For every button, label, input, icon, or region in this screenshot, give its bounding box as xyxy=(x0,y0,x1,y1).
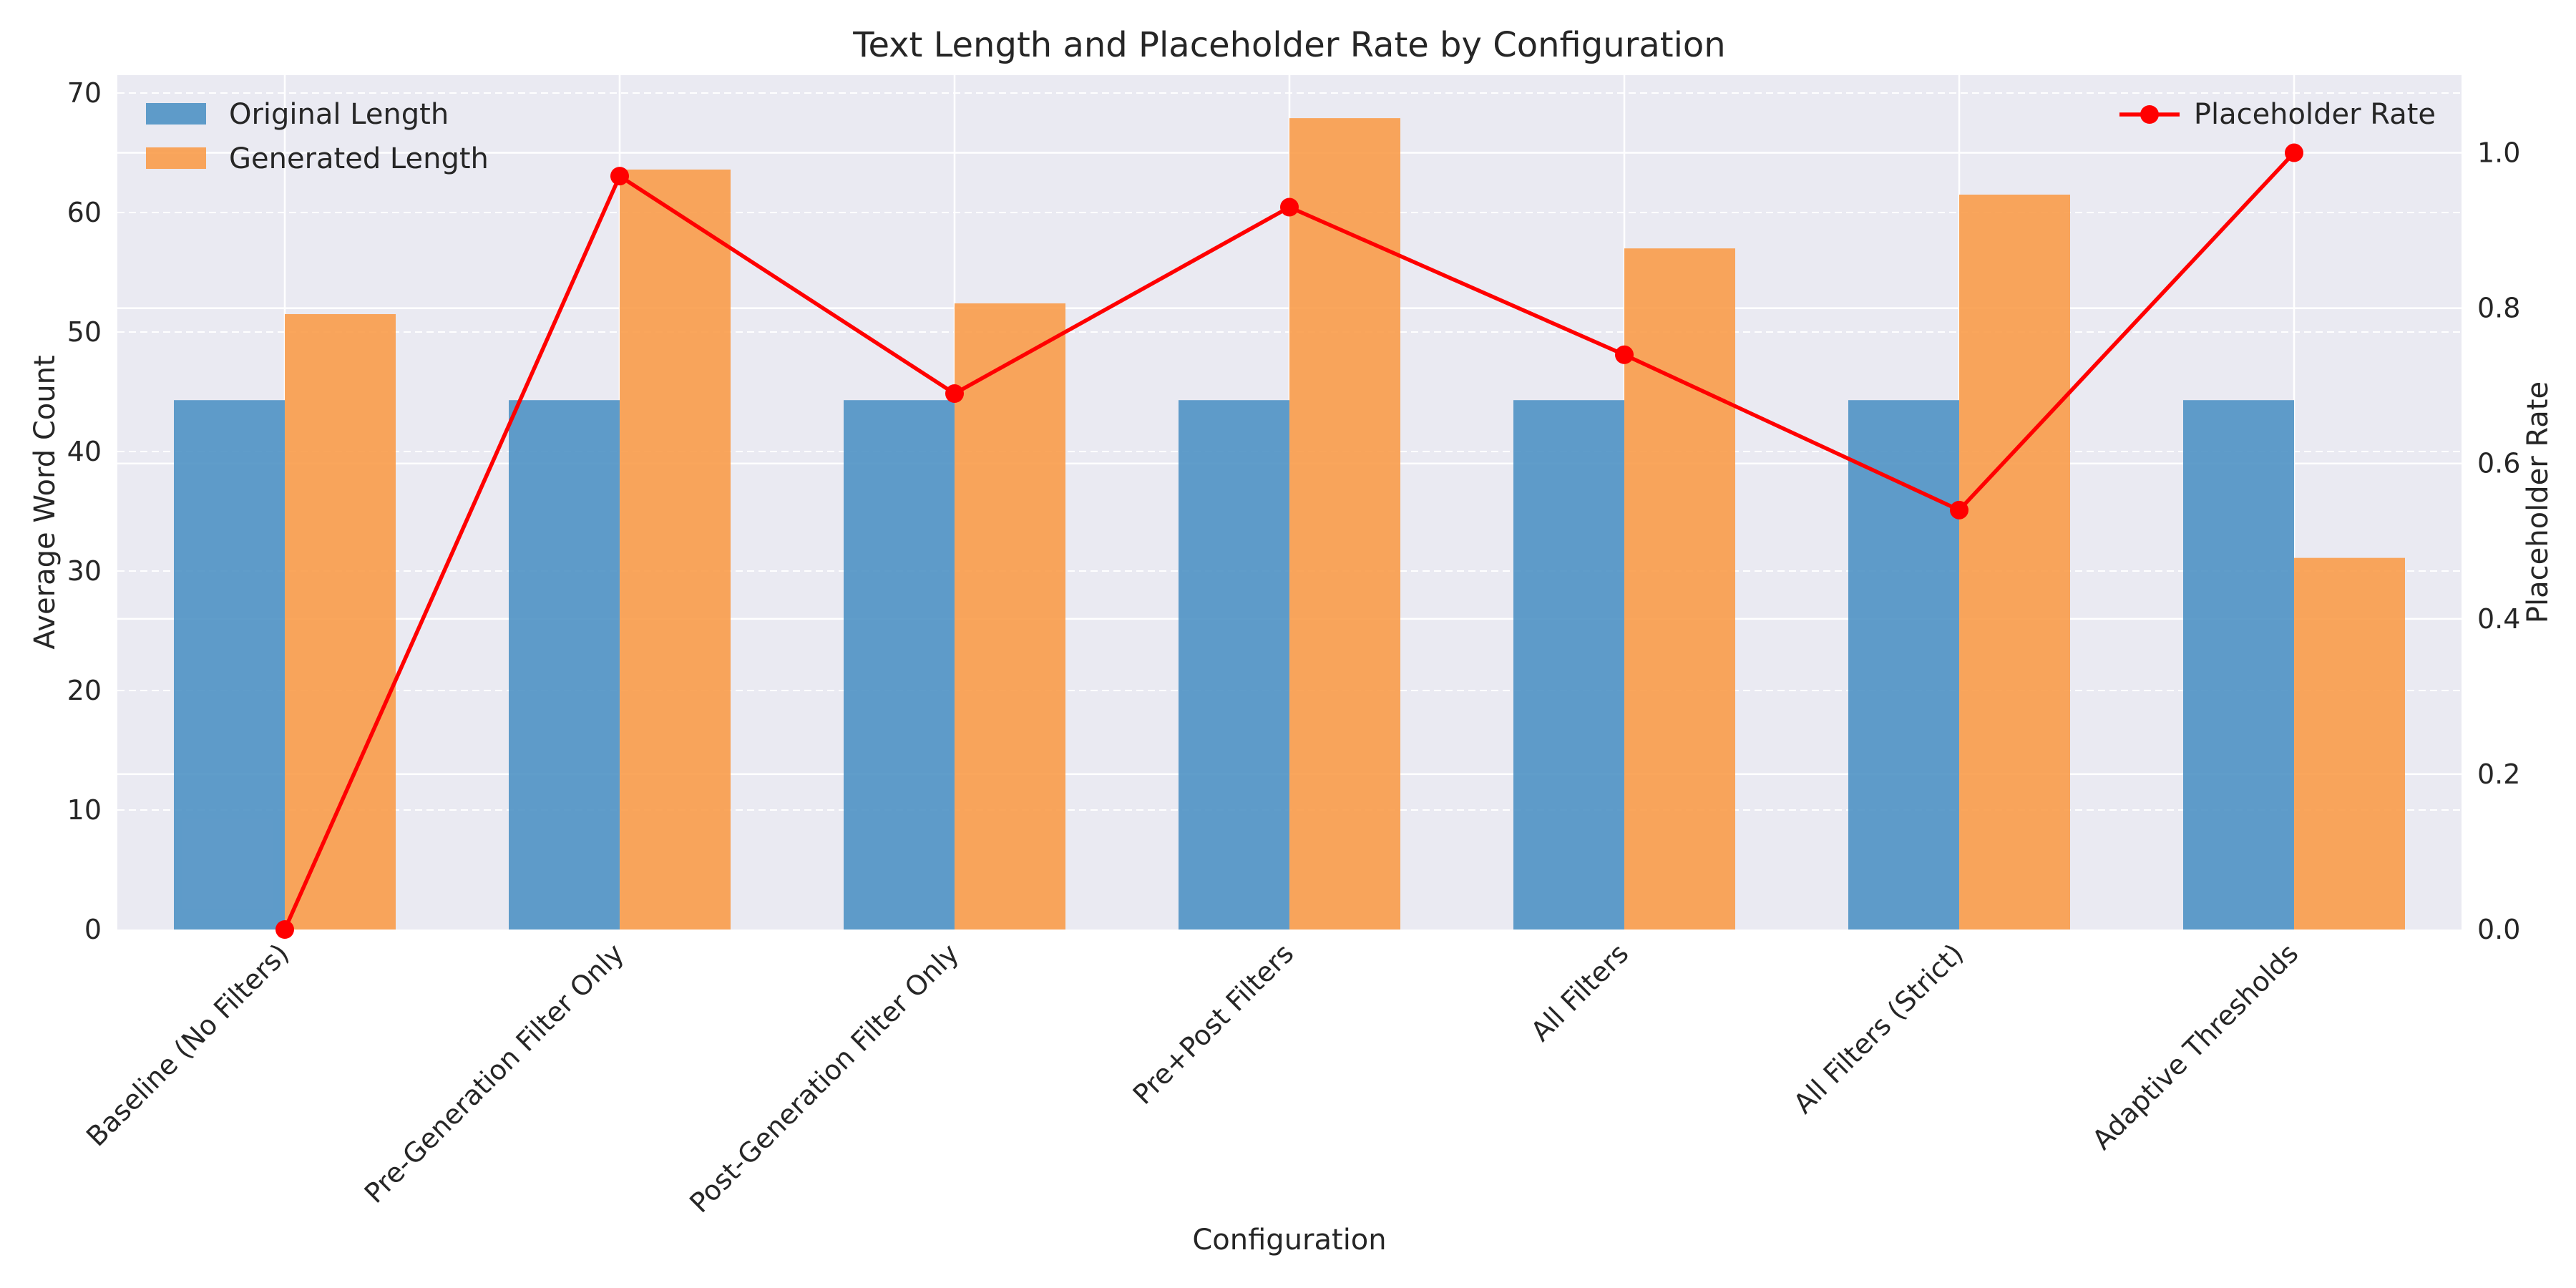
legend-label: Original Length xyxy=(229,98,449,131)
y-tick-label: 50 xyxy=(67,316,102,348)
legend-line: Placeholder Rate xyxy=(2119,98,2436,131)
legend-label: Placeholder Rate xyxy=(2194,98,2436,131)
legend-swatch xyxy=(146,103,206,125)
bar-series-group xyxy=(174,118,2405,930)
bar-original-length xyxy=(509,400,620,930)
bar-original-length xyxy=(1848,400,1959,930)
bar-generated-length xyxy=(1959,194,2070,930)
bar-generated-length xyxy=(955,303,1065,930)
placeholder-rate-point xyxy=(1615,345,1634,364)
bar-generated-length xyxy=(285,313,396,930)
placeholder-rate-point xyxy=(2285,143,2303,162)
y2-tick-label: 0.0 xyxy=(2477,914,2520,945)
x-tick-label: All Filters (Strict) xyxy=(1787,937,1969,1119)
bar-generated-length xyxy=(1624,248,1735,930)
x-axis-title: Configuration xyxy=(1192,1224,1386,1257)
x-tick-label: Pre-Generation Filter Only xyxy=(358,937,630,1209)
placeholder-rate-point xyxy=(1280,197,1299,217)
placeholder-rate-point xyxy=(275,920,294,939)
y-tick-label: 30 xyxy=(67,555,102,587)
y-tick-label: 10 xyxy=(67,794,102,826)
x-tick-label: Pre+Post Filters xyxy=(1127,937,1300,1111)
y2-tick-label: 0.8 xyxy=(2477,293,2520,324)
y-tick-label: 60 xyxy=(67,197,102,228)
y-axis-title: Average Word Count xyxy=(29,355,62,649)
y-tick-label: 70 xyxy=(67,77,102,109)
x-tick-label: Post-Generation Filter Only xyxy=(683,937,965,1219)
y2-tick-label: 1.0 xyxy=(2477,137,2520,169)
y-tick-label: 0 xyxy=(84,914,102,945)
legend-swatch xyxy=(146,147,206,169)
line-series-group xyxy=(275,143,2303,939)
y-tick-label: 40 xyxy=(67,436,102,467)
legend-bars: Original Length Generated Length xyxy=(146,98,489,175)
y2-tick-label: 0.6 xyxy=(2477,448,2520,479)
x-tick-label: Baseline (No Filters) xyxy=(80,937,295,1152)
placeholder-rate-point xyxy=(1950,500,1968,519)
placeholder-rate-point xyxy=(610,167,629,186)
bar-original-length xyxy=(174,400,285,930)
legend-marker xyxy=(2140,105,2159,124)
placeholder-rate-point xyxy=(945,384,964,404)
bar-original-length xyxy=(2183,400,2294,930)
x-tick-label: All Filters xyxy=(1525,937,1635,1048)
bar-generated-length xyxy=(1289,118,1400,930)
bar-generated-length xyxy=(620,169,731,930)
chart-title: Text Length and Placeholder Rate by Conf… xyxy=(852,25,1725,65)
bar-original-length xyxy=(1179,400,1289,930)
bar-generated-length xyxy=(2294,557,2405,930)
y2-tick-label: 0.4 xyxy=(2477,603,2520,635)
legend-label: Generated Length xyxy=(229,142,489,175)
y2-tick-label: 0.2 xyxy=(2477,758,2520,790)
bar-original-length xyxy=(844,400,955,930)
x-tick-label: Adaptive Thresholds xyxy=(2086,937,2304,1156)
bar-original-length xyxy=(1513,400,1624,930)
y2-axis-title: Placeholder Rate xyxy=(2522,381,2555,623)
y-tick-label: 20 xyxy=(67,675,102,706)
